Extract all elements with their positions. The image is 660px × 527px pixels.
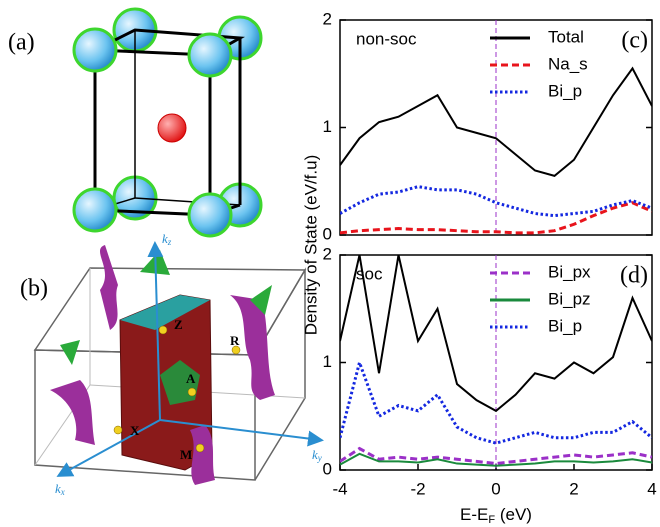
k-point-label: Z bbox=[174, 317, 183, 332]
k-point-label: A bbox=[186, 371, 196, 386]
k-point-label: X bbox=[130, 423, 140, 438]
y-tick-label: 0 bbox=[323, 459, 332, 478]
legend-label: Bi_p bbox=[548, 81, 582, 100]
k-point-label: M bbox=[180, 447, 192, 462]
legend-label: Bi_px bbox=[548, 262, 591, 281]
y-tick-label: 0 bbox=[323, 224, 332, 243]
legend-label: Total bbox=[548, 27, 584, 46]
panel-label: (c) bbox=[621, 28, 648, 54]
y-axis-label: Density of State (eV/f.u) bbox=[301, 155, 320, 335]
legend-label: Na_s bbox=[548, 54, 588, 73]
y-tick-label: 2 bbox=[323, 244, 332, 263]
y-tick-label: 2 bbox=[323, 9, 332, 28]
legend-label: Bi_pz bbox=[548, 289, 591, 308]
panel-label: (b) bbox=[20, 276, 48, 302]
k-axis-label: kz bbox=[162, 231, 172, 247]
panel-label: (d) bbox=[620, 263, 648, 289]
x-tick-label: 0 bbox=[491, 479, 500, 498]
k-point-label: R bbox=[230, 333, 240, 348]
y-tick-label: 1 bbox=[323, 352, 332, 371]
legend-label: Bi_p bbox=[548, 316, 582, 335]
x-tick-label: 2 bbox=[569, 479, 578, 498]
fermi-surface bbox=[35, 245, 320, 485]
x-axis-label: E-EF (eV) bbox=[460, 505, 532, 525]
x-tick-label: -4 bbox=[332, 479, 347, 498]
panel-label: (a) bbox=[8, 30, 35, 56]
x-tick-label: 4 bbox=[647, 479, 656, 498]
y-tick-label: 1 bbox=[323, 117, 332, 136]
k-axis-label: ky bbox=[312, 447, 322, 463]
x-tick-label: -2 bbox=[410, 479, 425, 498]
k-axis-label: kx bbox=[55, 481, 65, 497]
figure: (a) (b) Z R A X M bbox=[0, 0, 660, 527]
crystal-structure bbox=[74, 9, 261, 236]
panel-annotation: non-soc bbox=[356, 29, 417, 48]
panel-annotation: soc bbox=[356, 264, 383, 283]
page: {"panels": { "a": {"label": "(a)"}, "b":… bbox=[0, 0, 660, 527]
